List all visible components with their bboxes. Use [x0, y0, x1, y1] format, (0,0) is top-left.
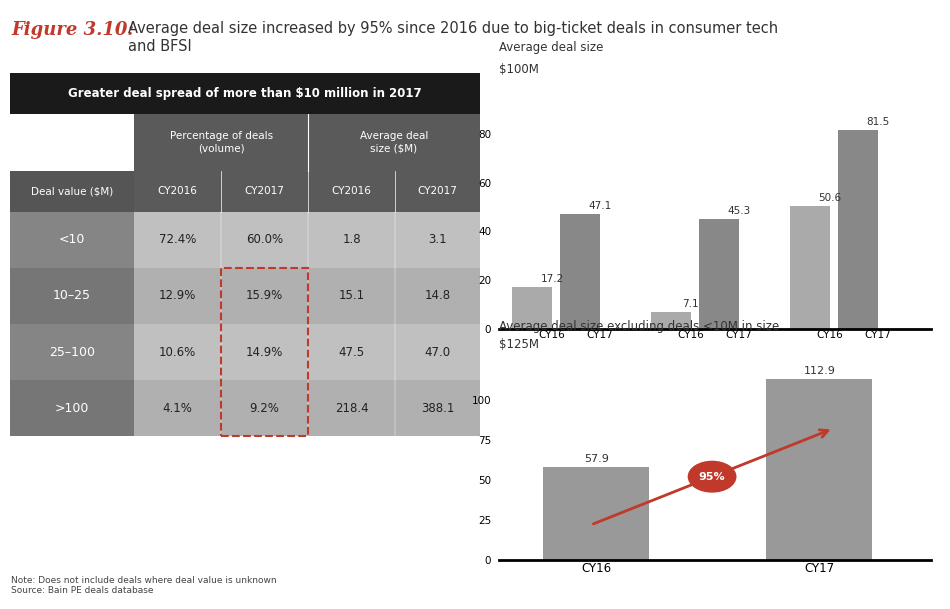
Bar — [10, 73, 480, 114]
Text: Consumer tech: Consumer tech — [668, 378, 762, 387]
Text: 95%: 95% — [699, 472, 726, 482]
Bar — [10, 171, 134, 212]
Text: 10.6%: 10.6% — [159, 345, 197, 359]
Text: $100M: $100M — [499, 63, 539, 76]
Bar — [699, 219, 739, 329]
Bar — [221, 212, 308, 268]
Text: 218.4: 218.4 — [334, 401, 369, 415]
Bar — [560, 214, 600, 329]
Text: 15.1: 15.1 — [338, 289, 365, 303]
Text: Average deal size increased by 95% since 2016 due to big-ticket deals in consume: Average deal size increased by 95% since… — [128, 21, 778, 54]
Text: <10: <10 — [59, 233, 85, 247]
Bar — [395, 380, 480, 436]
Ellipse shape — [689, 462, 736, 492]
Text: Percentage of deals
(volume): Percentage of deals (volume) — [169, 132, 273, 153]
Bar — [308, 268, 395, 324]
Text: 47.1: 47.1 — [588, 201, 612, 211]
Bar — [308, 324, 395, 380]
Text: Note: Does not include deals where deal value is unknown
Source: Bain PE deals d: Note: Does not include deals where deal … — [11, 576, 277, 595]
Bar — [221, 171, 308, 212]
Text: 1.8: 1.8 — [342, 233, 361, 247]
Text: BFSI: BFSI — [840, 378, 867, 387]
Bar — [134, 268, 221, 324]
Bar — [221, 380, 308, 436]
Bar — [512, 287, 552, 329]
Text: $125M: $125M — [499, 338, 539, 351]
Bar — [134, 380, 221, 436]
Text: 50.6: 50.6 — [818, 192, 841, 203]
Bar — [395, 212, 480, 268]
Bar — [134, 171, 221, 212]
Bar — [10, 114, 134, 171]
Bar — [10, 268, 134, 324]
Text: CY2017: CY2017 — [245, 186, 285, 196]
Bar — [789, 206, 829, 329]
Text: 12.9%: 12.9% — [159, 289, 197, 303]
Bar — [308, 212, 395, 268]
Text: 9.2%: 9.2% — [250, 401, 279, 415]
Bar — [838, 130, 878, 329]
Text: CY2017: CY2017 — [417, 186, 457, 196]
Bar — [221, 268, 308, 324]
Text: 45.3: 45.3 — [728, 206, 751, 216]
Bar — [10, 324, 134, 380]
Text: 15.9%: 15.9% — [246, 289, 283, 303]
Text: 3.1: 3.1 — [428, 233, 446, 247]
Text: Figure 3.10:: Figure 3.10: — [11, 21, 134, 40]
Bar — [395, 268, 480, 324]
Bar — [543, 467, 650, 560]
Text: >100: >100 — [54, 401, 89, 415]
Text: 10–25: 10–25 — [53, 289, 91, 303]
Bar — [134, 114, 308, 171]
Text: 7.1: 7.1 — [682, 298, 699, 309]
Bar — [10, 380, 134, 436]
Bar — [221, 324, 308, 380]
Text: Deal value ($M): Deal value ($M) — [30, 186, 113, 196]
Text: 112.9: 112.9 — [804, 365, 835, 376]
Bar — [134, 212, 221, 268]
Text: Overall: Overall — [554, 378, 598, 387]
Text: 14.8: 14.8 — [425, 289, 450, 303]
Text: CY2016: CY2016 — [332, 186, 371, 196]
Bar — [10, 212, 134, 268]
Text: 17.2: 17.2 — [541, 274, 563, 284]
Text: 47.5: 47.5 — [338, 345, 365, 359]
Bar — [134, 324, 221, 380]
Bar — [767, 379, 872, 560]
Text: 4.1%: 4.1% — [162, 401, 193, 415]
Text: 25–100: 25–100 — [48, 345, 95, 359]
Bar — [308, 114, 480, 171]
Text: 57.9: 57.9 — [584, 454, 609, 464]
Bar — [221, 268, 308, 436]
Text: 72.4%: 72.4% — [159, 233, 197, 247]
Text: Average deal
size ($M): Average deal size ($M) — [360, 132, 428, 153]
Text: Average deal size: Average deal size — [499, 41, 603, 54]
Text: 388.1: 388.1 — [421, 401, 454, 415]
Bar — [395, 171, 480, 212]
Bar — [308, 171, 395, 212]
Text: Greater deal spread of more than $10 million in 2017: Greater deal spread of more than $10 mil… — [67, 87, 422, 100]
Bar — [308, 380, 395, 436]
Text: Average deal size excluding deals <10M in size: Average deal size excluding deals <10M i… — [499, 320, 779, 333]
Text: 47.0: 47.0 — [425, 345, 450, 359]
Text: CY2016: CY2016 — [158, 186, 198, 196]
Bar — [651, 312, 691, 329]
Text: 81.5: 81.5 — [866, 118, 889, 127]
Bar — [395, 324, 480, 380]
Text: 60.0%: 60.0% — [246, 233, 283, 247]
Text: 14.9%: 14.9% — [246, 345, 283, 359]
